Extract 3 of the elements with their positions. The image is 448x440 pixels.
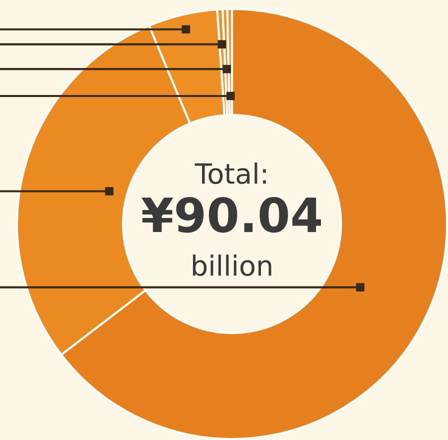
text: billion [192, 254, 272, 276]
text: ¥90.04 [141, 196, 321, 233]
text: Total: [194, 162, 266, 184]
